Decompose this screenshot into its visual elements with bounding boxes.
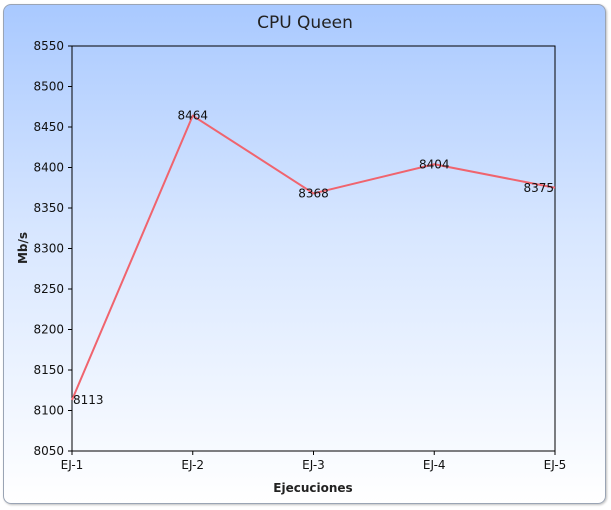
y-tick-label: 8100: [33, 404, 64, 418]
series-layer: [71, 114, 556, 401]
chart-title: CPU Queen: [257, 13, 353, 33]
y-tick-label: 8050: [33, 444, 64, 458]
y-tick-label: 8300: [33, 242, 64, 256]
x-tick-label: EJ-5: [544, 458, 567, 472]
x-axis-label: Ejecuciones: [273, 481, 352, 495]
series-line: [71, 114, 556, 401]
chart-frame: [3, 4, 606, 504]
y-tick-label: 8500: [33, 80, 64, 94]
x-tick-label: EJ-4: [423, 458, 446, 472]
data-label: 8404: [419, 157, 450, 171]
data-labels: 8113 8464 8368 8404 8375: [73, 109, 554, 407]
data-label: 8464: [177, 109, 208, 123]
x-tick-label: EJ-3: [302, 458, 325, 472]
data-label: 8113: [73, 393, 104, 407]
data-label: 8368: [298, 186, 329, 200]
y-tick-label: 8550: [33, 39, 64, 53]
plot-area: [71, 45, 556, 452]
y-tick-label: 8250: [33, 282, 64, 296]
data-label: 8375: [523, 181, 554, 195]
x-tick-label: EJ-2: [181, 458, 204, 472]
y-tick-label: 8450: [33, 120, 64, 134]
y-tick-label: 8350: [33, 201, 64, 215]
y-tick-label: 8200: [33, 323, 64, 337]
y-axis-ticks: 8050 8100 8150 8200 8250 8300 8350 8400 8450 8500…: [33, 39, 72, 458]
y-tick-label: 8150: [33, 363, 64, 377]
x-axis-ticks: EJ-1 EJ-2 EJ-3 EJ-4 EJ-5: [61, 451, 567, 472]
y-axis-label: Mb/s: [16, 232, 30, 264]
x-tick-label: EJ-1: [61, 458, 84, 472]
y-tick-label: 8400: [33, 161, 64, 175]
